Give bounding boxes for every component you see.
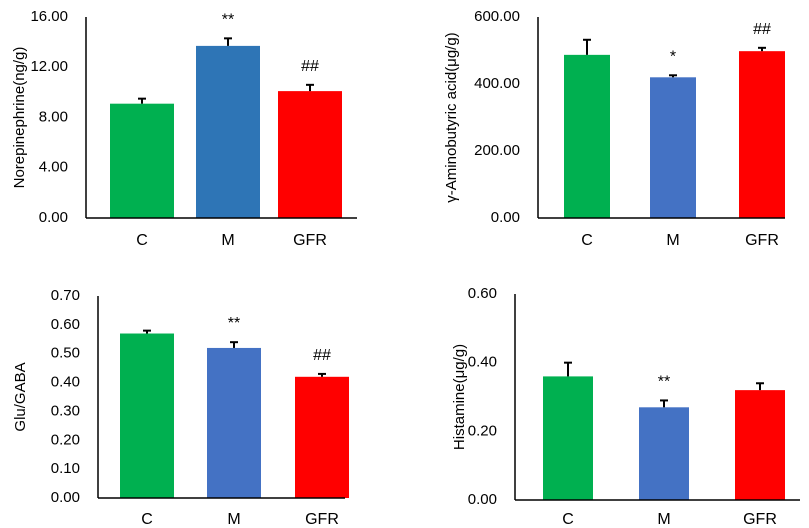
x-tick-label: GFR [743, 511, 777, 528]
chart-panel-1: Norepinephrine(ng/g) 0.00 4.00 8.00 12.00 16.… [11, 8, 357, 249]
y-tick-label: 0.00 [491, 209, 520, 226]
bar-c [110, 103, 174, 218]
y-tick-label: 0.00 [468, 491, 497, 508]
y-tick-label: 600.00 [474, 8, 520, 25]
y-axis-label: Glu/GABA [12, 362, 29, 431]
y-tick-label: 0.10 [51, 460, 80, 477]
bar-m [639, 407, 689, 500]
chart-panel-4: Histamine(μg/g) 0.00 0.20 0.40 0.60 C ** M GFR [451, 285, 800, 528]
y-tick-label: 0.20 [51, 431, 80, 448]
y-tick-label: 0.70 [51, 287, 80, 304]
y-tick-label: 0.00 [51, 489, 80, 506]
chart-panel-3: Glu/GABA 0.00 0.10 0.20 0.30 0.40 0.50 0.60 0.70… [12, 287, 349, 528]
y-tick-label: 0.00 [39, 209, 68, 226]
bar-m [207, 347, 261, 498]
x-tick-label: M [666, 232, 679, 249]
significance-annotation: ## [301, 58, 319, 75]
significance-annotation: ** [658, 373, 670, 390]
chart-panel-2: γ-Aminobutyric acid(μg/g) 0.00 200.00 400.0… [443, 8, 785, 249]
bar-gfr [278, 91, 342, 218]
x-tick-label: C [581, 232, 593, 249]
y-tick-label: 16.00 [30, 8, 68, 25]
y-tick-label: 400.00 [474, 75, 520, 92]
bar-c [564, 54, 610, 219]
y-tick-label: 0.20 [468, 422, 497, 439]
y-tick-label: 0.60 [51, 316, 80, 333]
y-tick-label: 0.40 [51, 374, 80, 391]
x-tick-label: C [136, 232, 148, 249]
y-tick-label: 4.00 [39, 159, 68, 176]
y-tick-label: 200.00 [474, 142, 520, 159]
y-tick-label: 0.60 [468, 285, 497, 302]
x-tick-label: C [562, 511, 574, 528]
significance-annotation: ** [222, 11, 234, 28]
x-tick-label: M [657, 511, 670, 528]
significance-annotation: ## [753, 21, 771, 38]
bar-gfr [295, 376, 349, 498]
bar-gfr [735, 390, 785, 500]
x-tick-label: GFR [745, 232, 779, 249]
bar-c [120, 333, 174, 498]
bar-gfr [739, 51, 785, 218]
y-tick-label: 8.00 [39, 108, 68, 125]
x-tick-label: M [227, 511, 240, 528]
bar-c [543, 376, 593, 500]
significance-annotation: ## [313, 347, 331, 364]
x-tick-label: GFR [293, 232, 327, 249]
y-axis-label: Histamine(μg/g) [451, 344, 468, 450]
y-tick-label: 12.00 [30, 58, 68, 75]
y-tick-label: 0.40 [468, 354, 497, 371]
y-tick-label: 0.50 [51, 345, 80, 362]
y-tick-label: 0.30 [51, 402, 80, 419]
x-tick-label: C [141, 511, 153, 528]
y-axis-label: γ-Aminobutyric acid(μg/g) [443, 32, 460, 202]
bar-m [196, 45, 260, 218]
x-tick-label: GFR [305, 511, 339, 528]
significance-annotation: ** [228, 315, 240, 332]
x-tick-label: M [221, 232, 234, 249]
bar-m [650, 77, 696, 218]
y-axis-label: Norepinephrine(ng/g) [11, 47, 28, 189]
significance-annotation: * [670, 48, 676, 65]
